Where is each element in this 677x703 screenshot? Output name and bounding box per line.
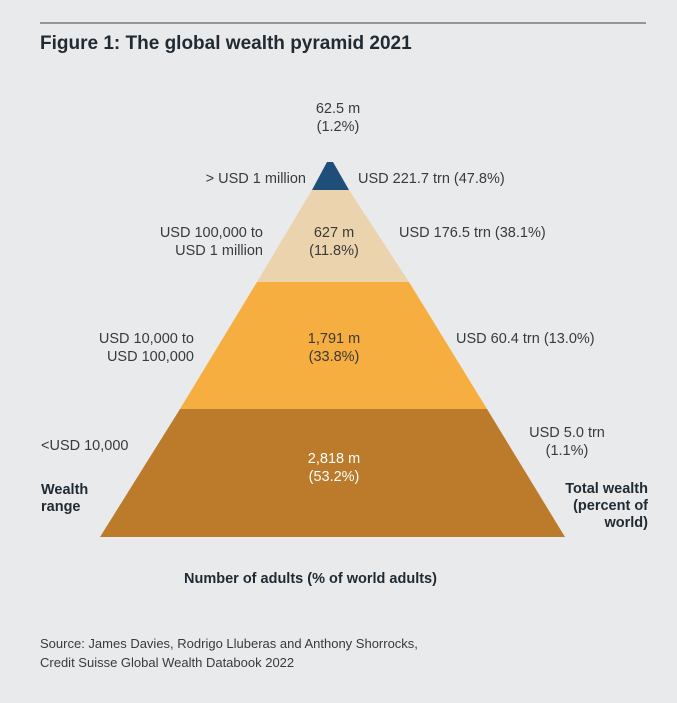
tier-2-total-wealth: USD 176.5 trn (38.1%): [399, 224, 546, 242]
tier-top-total-wealth-line: USD 221.7 trn (47.8%): [358, 171, 505, 187]
total-wealth-axis-label-line-1: Total wealth: [565, 481, 648, 497]
tier-4-wealth-range-line: <USD 10,000: [41, 438, 129, 454]
pyramid-tier-base: [100, 409, 565, 537]
adults-axis-label: Number of adults (% of world adults): [184, 571, 437, 587]
tier-2-total-wealth-line: USD 176.5 trn (38.1%): [399, 225, 546, 241]
total-wealth-axis-label-line-3: world): [604, 515, 649, 531]
figure-title: Figure 1: The global wealth pyramid 2021: [40, 33, 412, 54]
tier-2-wealth-range-line-1: USD 100,000 to: [159, 225, 263, 241]
total-wealth-axis-label-line-2: (percent of: [573, 498, 648, 514]
source-note: Source: James Davies, Rodrigo Lluberas a…: [40, 634, 418, 672]
tier-3-adults-percent: (33.8%): [308, 349, 360, 365]
wealth-range-axis-label: Wealth range: [41, 482, 88, 516]
source-note-line-1: Source: James Davies, Rodrigo Lluberas a…: [40, 636, 418, 651]
source-note-line-2: Credit Suisse Global Wealth Databook 202…: [40, 655, 295, 670]
tier-4-adults: 2,818 m (53.2%): [286, 450, 382, 486]
tier-2-adults: 627 m (11.8%): [294, 224, 374, 260]
pyramid-tier-middle: [180, 282, 487, 409]
tier-2-wealth-range-line-2: USD 1 million: [175, 243, 263, 259]
tier-3-adults-count: 1,791 m: [307, 331, 361, 347]
tier-top-adults-percent: (1.2%): [316, 119, 360, 135]
pyramid-tier-top: [312, 162, 349, 190]
tier-3-total-wealth: USD 60.4 trn (13.0%): [456, 330, 595, 348]
tier-4-adults-count: 2,818 m: [307, 451, 361, 467]
tier-3-adults: 1,791 m (33.8%): [286, 330, 382, 366]
tier-4-adults-percent: (53.2%): [308, 469, 360, 485]
tier-3-wealth-range-line-1: USD 10,000 to: [98, 331, 194, 347]
tier-3-total-wealth-line: USD 60.4 trn (13.0%): [456, 331, 595, 347]
tier-4-total-wealth: USD 5.0 trn (1.1%): [517, 424, 617, 460]
tier-top-adults: 62.5 m (1.2%): [290, 100, 386, 136]
wealth-range-axis-label-line-2: range: [41, 499, 81, 515]
tier-top-adults-count: 62.5 m: [315, 101, 361, 117]
tier-top-wealth-range-line: > USD 1 million: [205, 171, 306, 187]
pyramid-tier-upper-middle: [257, 190, 409, 282]
tier-2-adults-count: 627 m: [313, 225, 355, 241]
tier-2-adults-percent: (11.8%): [309, 243, 359, 259]
tier-4-total-wealth-line-2: (1.1%): [545, 443, 589, 459]
tier-3-wealth-range-line-2: USD 100,000: [106, 349, 194, 365]
tier-top-total-wealth: USD 221.7 trn (47.8%): [358, 170, 505, 188]
tier-4-wealth-range: <USD 10,000: [41, 437, 128, 455]
top-rule: [40, 22, 646, 24]
tier-4-total-wealth-line-1: USD 5.0 trn: [529, 425, 605, 441]
tier-2-wealth-range: USD 100,000 to USD 1 million: [160, 224, 263, 260]
tier-3-wealth-range: USD 10,000 to USD 100,000: [99, 330, 194, 366]
wealth-range-axis-label-line-1: Wealth: [41, 482, 89, 498]
total-wealth-axis-label: Total wealth (percent of world): [565, 481, 648, 532]
tier-top-wealth-range: > USD 1 million: [206, 170, 306, 188]
